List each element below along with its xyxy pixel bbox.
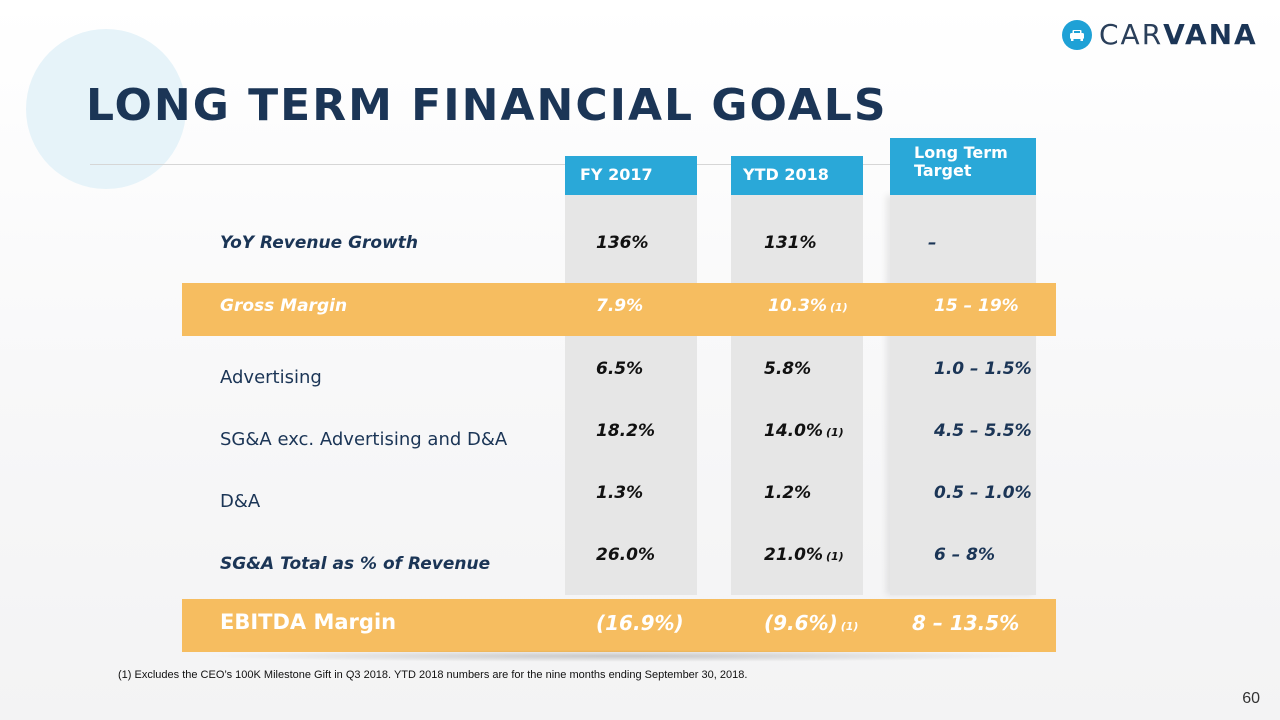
advertising-ytd2018: 5.8% — [764, 359, 812, 379]
advertising-target: 1.0 – 1.5% — [934, 359, 1032, 379]
sga-exc-fy2017: 18.2% — [596, 421, 655, 441]
gross-margin-ytd2018-footnote-ref: (1) — [829, 301, 848, 314]
column-header-ytd2018: YTD 2018 — [731, 156, 863, 195]
page-number: 60 — [1242, 690, 1260, 707]
title-divider — [90, 164, 970, 165]
carvana-logo: CARVANA — [1062, 18, 1258, 52]
ebitda-ytd2018: (9.6%) (1) — [764, 611, 858, 635]
column-header-fy2017: FY 2017 — [565, 156, 697, 195]
sga-total-fy2017: 26.0% — [596, 545, 655, 565]
sga-exc-ytd2018-footnote-ref: (1) — [825, 426, 844, 439]
gross-margin-ytd2018: 10.3% (1) — [768, 296, 848, 316]
footnote: (1) Excludes the CEO’s 100K Milestone Gi… — [118, 669, 748, 681]
row-label-advertising: Advertising — [220, 367, 322, 388]
logo-text-car: CAR — [1099, 18, 1164, 51]
gross-margin-target: 15 – 19% — [934, 296, 1019, 316]
column-bg-ytd2018 — [731, 195, 863, 595]
row-label-sga-exc: SG&A exc. Advertising and D&A — [220, 429, 508, 450]
row-label-ebitda: EBITDA Margin — [220, 610, 397, 634]
ebitda-target: 8 – 13.5% — [912, 611, 1020, 635]
gross-margin-band — [182, 283, 1056, 336]
column-header-target-line1: Long Term — [914, 143, 1008, 162]
ebitda-ytd2018-footnote-ref: (1) — [840, 620, 859, 633]
da-target: 0.5 – 1.0% — [934, 483, 1032, 503]
gross-margin-ytd2018-value: 10.3% — [768, 296, 827, 316]
sga-exc-target: 4.5 – 5.5% — [934, 421, 1032, 441]
sga-exc-ytd2018: 14.0% (1) — [764, 421, 844, 441]
ebitda-ytd2018-value: (9.6%) — [764, 611, 838, 635]
advertising-fy2017: 6.5% — [596, 359, 644, 379]
gross-margin-fy2017: 7.9% — [596, 296, 644, 316]
table-shadow — [200, 650, 1040, 662]
car-icon — [1062, 20, 1092, 50]
decorative-circle — [26, 29, 186, 189]
da-ytd2018: 1.2% — [764, 483, 812, 503]
sga-total-target: 6 – 8% — [934, 545, 996, 565]
column-bg-fy2017 — [565, 195, 697, 595]
ebitda-margin-band — [182, 599, 1056, 652]
sga-exc-ytd2018-value: 14.0% — [764, 421, 823, 441]
sga-total-ytd2018-value: 21.0% — [764, 545, 823, 565]
column-header-target-line2: Target — [914, 161, 972, 180]
row-label-da: D&A — [220, 491, 261, 512]
revenue-growth-ytd2018: 131% — [764, 233, 817, 253]
column-header-target: Long Term Target — [890, 138, 1036, 195]
sga-total-ytd2018-footnote-ref: (1) — [825, 550, 844, 563]
da-fy2017: 1.3% — [596, 483, 644, 503]
logo-wordmark: CARVANA — [1099, 18, 1258, 52]
row-label-gross-margin: Gross Margin — [220, 296, 348, 316]
ebitda-fy2017: (16.9%) — [596, 611, 684, 635]
row-label-revenue-growth: YoY Revenue Growth — [220, 233, 419, 253]
column-bg-target — [890, 195, 1036, 595]
logo-text-vana: VANA — [1163, 18, 1258, 51]
row-label-sga-total: SG&A Total as % of Revenue — [220, 554, 491, 574]
revenue-growth-target: – — [928, 233, 937, 253]
sga-total-ytd2018: 21.0% (1) — [764, 545, 844, 565]
revenue-growth-fy2017: 136% — [596, 233, 649, 253]
page-title: LONG TERM FINANCIAL GOALS — [86, 80, 888, 131]
